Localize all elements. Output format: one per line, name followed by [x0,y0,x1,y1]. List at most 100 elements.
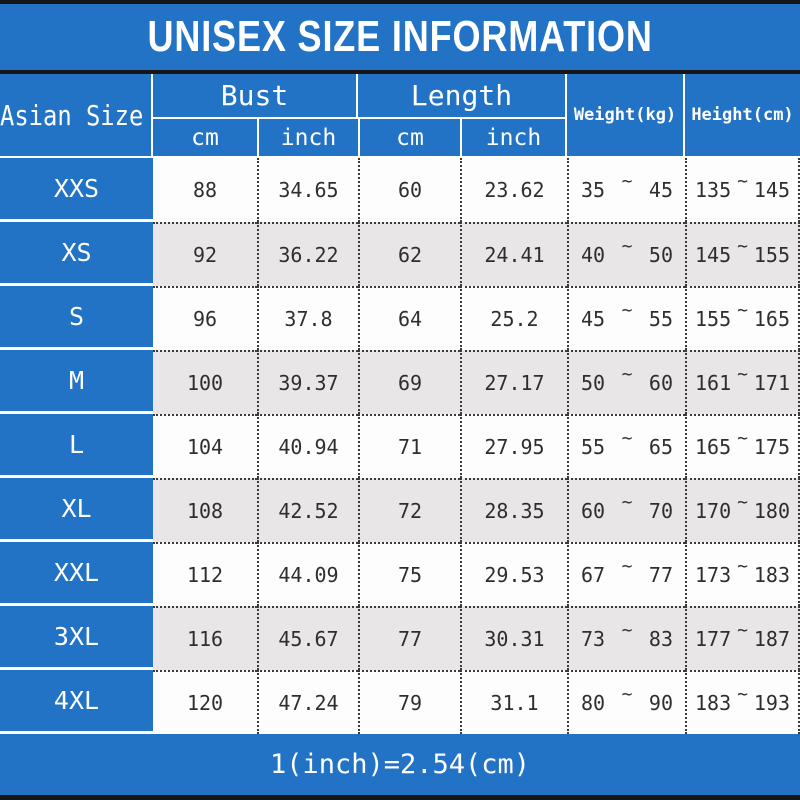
weight-min: 73 [581,627,606,651]
bust-inch-cell: 44.09 [257,542,358,606]
header-group-bust: Bust [153,74,358,119]
height-max: 175 [753,435,790,459]
length-inch-cell: 27.17 [460,350,567,414]
length-cm-cell: 69 [358,350,460,414]
title-bar: UNISEX SIZE INFORMATION [0,4,800,70]
bust-cm-cell: 108 [153,478,257,542]
length-inch-cell: 25.2 [460,286,567,350]
table-row-xxs: XXS 88 34.65 60 23.62 35 ~ 45 135 ~ 145 [0,158,800,222]
weight-range-cell: 60 ~ 70 [567,478,685,542]
bust-inch-cell: 45.67 [257,606,358,670]
range-tilde: ~ [737,683,748,705]
weight-range-cell: 80 ~ 90 [567,670,685,734]
range-tilde: ~ [737,491,748,513]
height-max: 155 [753,243,790,267]
size-cell: XL [0,478,153,542]
height-range-cell: 183 ~ 193 [685,670,800,734]
weight-max: 83 [648,627,673,651]
range-tilde: ~ [737,619,748,641]
height-min: 155 [695,307,732,331]
size-cell: 4XL [0,670,153,734]
header-asian-size: Asian Size [0,74,153,156]
length-inch-cell: 29.53 [460,542,567,606]
weight-range-cell: 73 ~ 83 [567,606,685,670]
range-tilde: ~ [621,299,633,321]
length-cm-cell: 72 [358,478,460,542]
height-max: 165 [753,307,790,331]
weight-max: 50 [648,243,673,267]
bust-inch-cell: 36.22 [257,222,358,286]
range-tilde: ~ [621,619,633,641]
height-max: 145 [753,178,790,202]
title-table-divider [0,70,800,74]
height-range-cell: 145 ~ 155 [685,222,800,286]
header-group-row: Bust Length [153,74,565,119]
size-cell: M [0,350,153,414]
height-min: 135 [695,178,732,202]
table-body: XXS 88 34.65 60 23.62 35 ~ 45 135 ~ 145 … [0,158,800,734]
height-min: 177 [695,627,732,651]
table-row-s: S 96 37.8 64 25.2 45 ~ 55 155 ~ 165 [0,286,800,350]
range-tilde: ~ [737,170,748,192]
length-cm-cell: 75 [358,542,460,606]
table-header: Asian Size Bust Length cm inch cm inch W… [0,74,800,158]
header-weight: Weight(kg) [567,74,685,156]
weight-min: 55 [581,435,606,459]
bust-cm-cell: 88 [153,158,257,222]
bust-cm-cell: 116 [153,606,257,670]
bust-inch-cell: 40.94 [257,414,358,478]
weight-max: 45 [648,178,673,202]
size-cell: 3XL [0,606,153,670]
conversion-footer: 1(inch)=2.54(cm) [0,734,800,795]
header-asian-size-label: Asian Size [0,98,144,132]
bust-cm-cell: 104 [153,414,257,478]
bottom-divider [0,795,800,800]
header-measure-group: Bust Length cm inch cm inch [153,74,567,156]
weight-min: 50 [581,371,606,395]
height-range-cell: 155 ~ 165 [685,286,800,350]
size-cell: L [0,414,153,478]
weight-min: 60 [581,499,606,523]
length-cm-cell: 79 [358,670,460,734]
table-row-xl: XL 108 42.52 72 28.35 60 ~ 70 170 ~ 180 [0,478,800,542]
bust-cm-cell: 92 [153,222,257,286]
length-cm-cell: 71 [358,414,460,478]
top-divider [0,0,800,4]
bust-inch-cell: 39.37 [257,350,358,414]
weight-max: 77 [648,563,673,587]
weight-range-cell: 50 ~ 60 [567,350,685,414]
header-height: Height(cm) [691,105,794,125]
range-tilde: ~ [621,555,633,577]
size-cell: XXS [0,158,153,222]
table-row-3xl: 3XL 116 45.67 77 30.31 73 ~ 83 177 ~ 187 [0,606,800,670]
range-tilde: ~ [621,235,633,257]
weight-min: 45 [581,307,606,331]
bust-inch-cell: 34.65 [257,158,358,222]
bust-cm-cell: 112 [153,542,257,606]
bust-inch-cell: 47.24 [257,670,358,734]
weight-min: 80 [581,691,606,715]
weight-range-cell: 55 ~ 65 [567,414,685,478]
height-max: 193 [753,691,790,715]
length-cm-cell: 62 [358,222,460,286]
height-range-cell: 165 ~ 175 [685,414,800,478]
table-row-m: M 100 39.37 69 27.17 50 ~ 60 161 ~ 171 [0,350,800,414]
length-cm-cell: 60 [358,158,460,222]
header-unit-bust-cm: cm [191,124,219,151]
table-row-4xl: 4XL 120 47.24 79 31.1 80 ~ 90 183 ~ 193 [0,670,800,734]
length-cm-cell: 64 [358,286,460,350]
header-unit-length-cm: cm [358,119,460,156]
bust-inch-cell: 37.8 [257,286,358,350]
header-unit-row: cm inch cm inch [153,119,565,156]
bust-cm-cell: 96 [153,286,257,350]
header-unit-length-inch: inch [460,119,565,156]
height-min: 173 [695,563,732,587]
weight-max: 60 [648,371,673,395]
page-title: UNISEX SIZE INFORMATION [147,12,653,61]
range-tilde: ~ [621,491,633,513]
weight-range-cell: 40 ~ 50 [567,222,685,286]
height-range-cell: 161 ~ 171 [685,350,800,414]
height-max: 187 [753,627,790,651]
weight-range-cell: 45 ~ 55 [567,286,685,350]
